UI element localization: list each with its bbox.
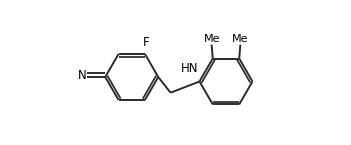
Text: N: N [78,69,86,82]
Text: HN: HN [181,62,198,75]
Text: Me: Me [232,33,249,44]
Text: F: F [143,36,150,49]
Text: Me: Me [203,33,220,44]
